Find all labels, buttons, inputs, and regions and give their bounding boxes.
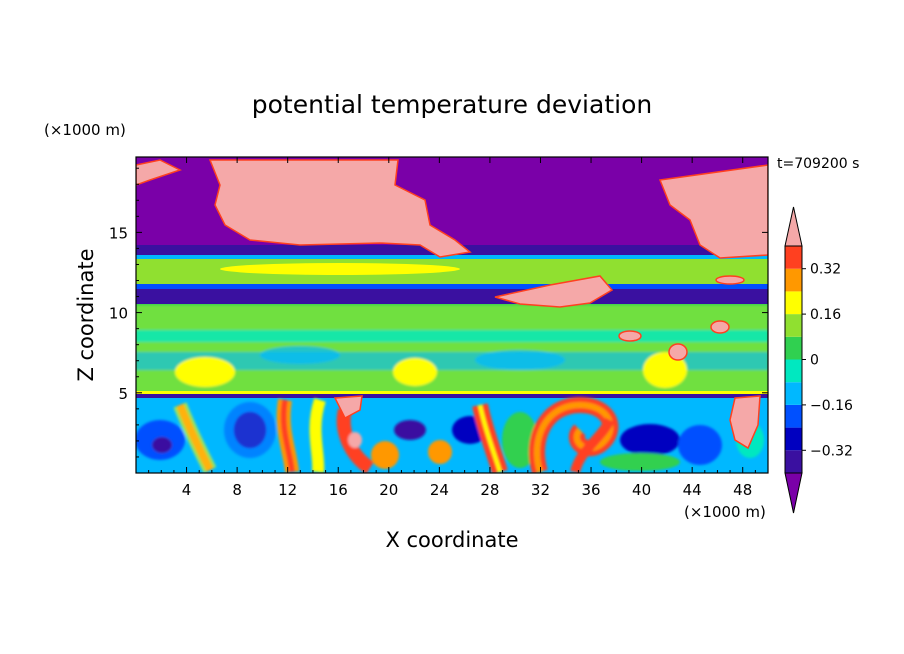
colorbar-under-triangle <box>784 472 803 514</box>
y-axis-ticks: 5 10 15 <box>109 167 768 458</box>
cold-band-low <box>136 288 768 304</box>
colorbar-tick-label: 0.16 <box>810 307 841 323</box>
x-tick-label: 32 <box>531 481 550 499</box>
upper-warm-patch <box>208 159 472 258</box>
upper-warm-patch <box>136 159 182 186</box>
y-tick-label: 10 <box>109 305 128 323</box>
colorbar-segment <box>785 427 802 451</box>
warm-patch <box>668 343 688 361</box>
cold-blob <box>152 437 172 453</box>
colorbar-segment <box>785 246 802 269</box>
colorbar-tick-label: −0.32 <box>810 443 853 459</box>
warm-patch <box>618 330 642 342</box>
time-label: t=709200 s <box>777 156 859 172</box>
warm-streak <box>280 399 295 473</box>
x-tick-label: 4 <box>182 481 192 499</box>
colorbar-segment <box>785 314 802 337</box>
warm-patch <box>494 275 614 308</box>
cold-blob <box>678 425 722 465</box>
warm-patch <box>729 395 761 450</box>
cool-blob <box>475 350 565 370</box>
neutral-blob <box>600 453 680 471</box>
lower-layer <box>136 395 768 473</box>
x-tick-label: 36 <box>581 481 600 499</box>
upper-warm-patch <box>658 164 768 259</box>
inversion-cold-line <box>136 394 768 398</box>
warm-blob <box>428 440 452 464</box>
x-tick-label: 8 <box>232 481 242 499</box>
warm-patch <box>333 395 363 420</box>
colorbar-segment <box>785 450 802 473</box>
inversion-warm-line <box>136 391 768 394</box>
colorbar-tick-label: 0 <box>810 353 819 369</box>
heatmap-field <box>136 157 768 473</box>
colorbar-tick-label: 0.32 <box>810 262 841 278</box>
warm-streak <box>478 404 502 473</box>
warm-blob <box>393 358 437 386</box>
colorbar-segment <box>785 291 802 315</box>
cold-blob <box>620 424 680 456</box>
mid-layer <box>136 305 768 395</box>
warm-blob <box>371 441 399 469</box>
x-tick-label: 48 <box>733 481 752 499</box>
x-tick-label: 12 <box>278 481 297 499</box>
y-axis-label: Z coordinate <box>74 248 98 381</box>
warm-patch <box>710 320 730 334</box>
x-tick-label: 16 <box>329 481 348 499</box>
cold-band-low-edge <box>136 284 768 289</box>
x-tick-label: 44 <box>683 481 702 499</box>
colorbar-segment <box>785 268 802 292</box>
x-axis-ticks: 4 8 12 16 20 24 28 32 36 40 44 48 <box>148 157 756 499</box>
x-axis-unit: (×1000 m) <box>684 503 766 521</box>
colorbar-tick-label: −0.16 <box>810 398 853 414</box>
colorbar-segment <box>785 382 802 405</box>
colorbar-segment <box>785 404 802 428</box>
cold-blob <box>224 402 276 458</box>
cold-blob <box>394 420 426 440</box>
mid-cool-band <box>136 330 768 342</box>
x-tick-label: 40 <box>632 481 651 499</box>
warm-patch <box>348 432 362 448</box>
warm-band <box>220 263 460 275</box>
x-tick-label: 24 <box>430 481 449 499</box>
colorbar-segment <box>785 336 802 360</box>
x-axis-label: X coordinate <box>385 528 518 552</box>
colorbar: 0.32 0.16 0 −0.16 −0.32 <box>784 206 853 514</box>
cold-band-high-edge <box>136 255 768 259</box>
chart-title: potential temperature deviation <box>252 90 652 119</box>
y-axis-unit: (×1000 m) <box>44 121 126 139</box>
warm-blob <box>643 352 687 388</box>
warm-streak <box>173 402 217 473</box>
y-tick-label: 15 <box>109 224 128 242</box>
colorbar-segment <box>785 359 802 383</box>
x-tick-label: 20 <box>379 481 398 499</box>
warm-patch <box>715 275 745 285</box>
cool-blob <box>260 346 340 364</box>
warm-blob <box>175 357 235 387</box>
colorbar-over-triangle <box>784 206 803 247</box>
warm-streak <box>309 398 326 473</box>
y-tick-label: 5 <box>118 385 128 403</box>
x-tick-label: 28 <box>480 481 499 499</box>
warm-streak <box>570 417 615 473</box>
